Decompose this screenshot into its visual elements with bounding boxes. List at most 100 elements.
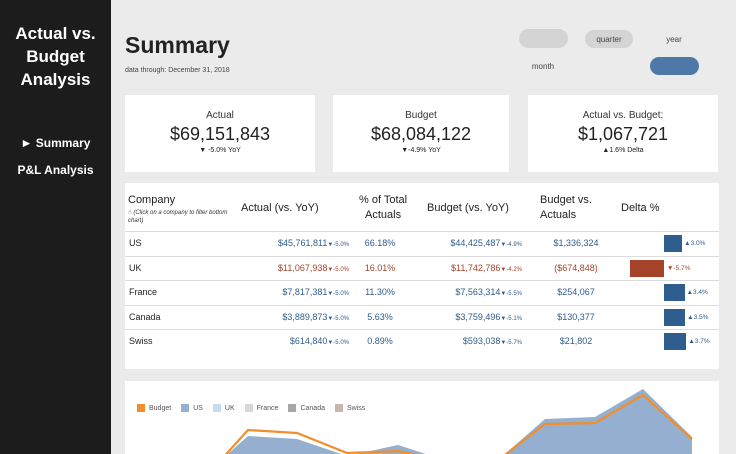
row-budget-yoy: ▼-4.9% [500,242,522,248]
header-bva-line-2: Actuals [540,209,577,221]
row-delta-label: ▲3.5% [687,313,709,321]
legend-label: Swiss [346,404,366,412]
header-pct-total-line-1: % of Total [359,194,408,206]
header-company-hint: ☝ (Click on a company to filter bottom c… [128,209,238,225]
kpi-actual-value: $69,151,843 [169,124,271,144]
header-delta-pct: Delta % [621,202,660,214]
row-budget-value: $44,425,487 [450,238,501,248]
kpi-delta-value: $1,067,721 [577,124,669,144]
kpi-budget-value: $68,084,122 [370,124,472,144]
legend-item-canada[interactable]: Canada [288,404,325,412]
sidebar: Actual vs. Budget Analysis ► Summary P&L… [0,0,111,454]
row-budget-value: $11,742,786 [450,262,501,273]
row-pct-total: 5.63% [367,311,393,322]
period-month-toggle[interactable]: month [531,61,555,71]
budget-line-series [224,393,693,454]
period-blank-toggle[interactable] [519,29,568,48]
legend-item-france[interactable]: France [244,404,278,412]
row-budget-yoy: ▼-5.5% [500,291,522,297]
legend-label: Canada [300,404,325,412]
row-budget: $44,425,487▼-4.9% [450,238,522,248]
row-pct-total: 16.01% [364,262,396,273]
legend-item-us[interactable]: US [181,404,203,412]
header-actual: Actual (vs. YoY) [241,202,319,214]
row-budget-vs-actuals: $21,802 [559,336,593,346]
row-actual-yoy: ▼-5.0% [327,291,349,297]
period-year-toggle[interactable]: year [666,34,682,44]
legend-swatch [212,404,221,412]
row-delta-label: ▼-5.7% [667,264,691,272]
table-row[interactable]: US $45,761,811▼-5.0% 66.18% $44,425,487▼-4.… [125,231,719,255]
row-budget-value: $7,563,314 [455,287,501,297]
row-pct-total: 11.30% [365,287,395,297]
kpi-actual-card: Actual $69,151,843 ▼ -5.0% YoY [125,95,315,172]
page-title: Summary [125,32,230,58]
legend-item-swiss[interactable]: Swiss [334,404,366,412]
legend-swatch [137,404,145,412]
kpi-budget-yoy: ▼-4.9% YoY [401,147,441,154]
period-selected-toggle[interactable] [650,57,699,75]
row-budget-vs-actuals: $254,067 [557,287,595,297]
header-bva-line-1: Budget vs. [540,194,592,206]
row-budget-vs-actuals: ($674,848) [554,262,598,273]
legend-item-uk[interactable]: UK [212,404,235,412]
nav-pl-analysis[interactable]: P&L Analysis [17,163,94,177]
kpi-actual-yoy: ▼ -5.0% YoY [199,147,241,154]
row-actual: $7,817,381▼-5.0% [282,287,349,297]
row-actual-value: $614,840 [289,336,328,346]
pointer-icon: ☝ [128,210,132,216]
period-quarter-toggle[interactable]: quarter [585,30,633,48]
trend-chart [224,389,693,454]
table-row[interactable]: Canada $3,889,873▼-5.0% 5.63% $3,759,496▼-5… [125,304,719,329]
company-table: Company ☝ (Click on a company to filter … [125,183,719,369]
data-through-date: data through: December 31, 2018 [125,67,230,74]
row-actual-yoy: ▼-5.0% [327,340,349,346]
header-company-hint-text: (Click on a company to filter bottom cha… [128,210,228,224]
row-delta-bar [629,259,664,277]
table-row[interactable]: UK $11,067,938▼-5.0% 16.01% $11,742,786▼-4.… [125,255,719,280]
legend-label: US [193,404,203,412]
row-budget-vs-actuals: $1,336,324 [553,238,599,248]
row-pct-total: 0.89% [367,336,393,346]
row-delta-bar [664,235,683,252]
header-budget: Budget (vs. YoY) [427,202,509,214]
row-delta-bar [664,308,686,326]
kpi-budget-label: Budget [405,110,437,121]
legend-item-budget[interactable]: Budget [137,404,171,412]
nav-summary[interactable]: ► Summary [20,136,91,150]
row-company: France [129,287,158,297]
row-budget: $593,038▼-5.7% [463,336,522,346]
row-actual-yoy: ▼-5.0% [327,315,349,322]
legend-swatch [334,404,343,412]
row-actual-yoy: ▼-5.0% [327,266,349,273]
row-actual-value: $7,817,381 [282,287,328,297]
row-actual: $45,761,811▼-5.0% [278,238,349,248]
kpi-delta-percent: ▲1.6% Delta [602,147,644,154]
legend-swatch [181,404,190,412]
row-pct-total: 66.18% [364,238,396,248]
app-title-line-1: Actual vs. [15,24,96,43]
app-title: Actual vs. Budget Analysis [0,22,111,91]
row-company: Swiss [129,336,153,346]
trend-chart-panel: Budget US UK France Canada Swiss [125,381,719,454]
kpi-budget-card: Budget $68,084,122 ▼-4.9% YoY [333,95,509,172]
row-delta-label: ▲3.4% [686,289,708,296]
row-budget-yoy: ▼-5.7% [500,340,522,346]
row-delta-label: ▲3.0% [684,240,706,247]
row-actual-yoy: ▼-5.0% [327,242,349,248]
row-budget-value: $593,038 [462,336,501,346]
table-row[interactable]: France $7,817,381▼-5.0% 11.30% $7,563,314▼-… [125,280,719,304]
legend-label: Budget [149,404,172,412]
legend-label: UK [224,404,235,412]
chart-legend: Budget US UK France Canada Swiss [137,404,375,412]
header-pct-total-line-2: Actuals [365,209,402,221]
row-budget: $11,742,786▼-4.2% [451,263,522,273]
row-company: UK [129,262,142,273]
row-actual-value: $45,761,811 [277,238,328,248]
table-row[interactable]: Swiss $614,840▼-5.0% 0.89% $593,038▼-5.7% $2… [125,329,719,353]
kpi-delta-card: Actual vs. Budget: $1,067,721 ▲1.6% Delt… [528,95,718,172]
us-area-series [227,389,692,454]
row-budget: $3,759,496▼-5.1% [455,312,522,322]
app-title-line-2: Budget [26,47,85,66]
app-title-line-3: Analysis [20,70,91,89]
